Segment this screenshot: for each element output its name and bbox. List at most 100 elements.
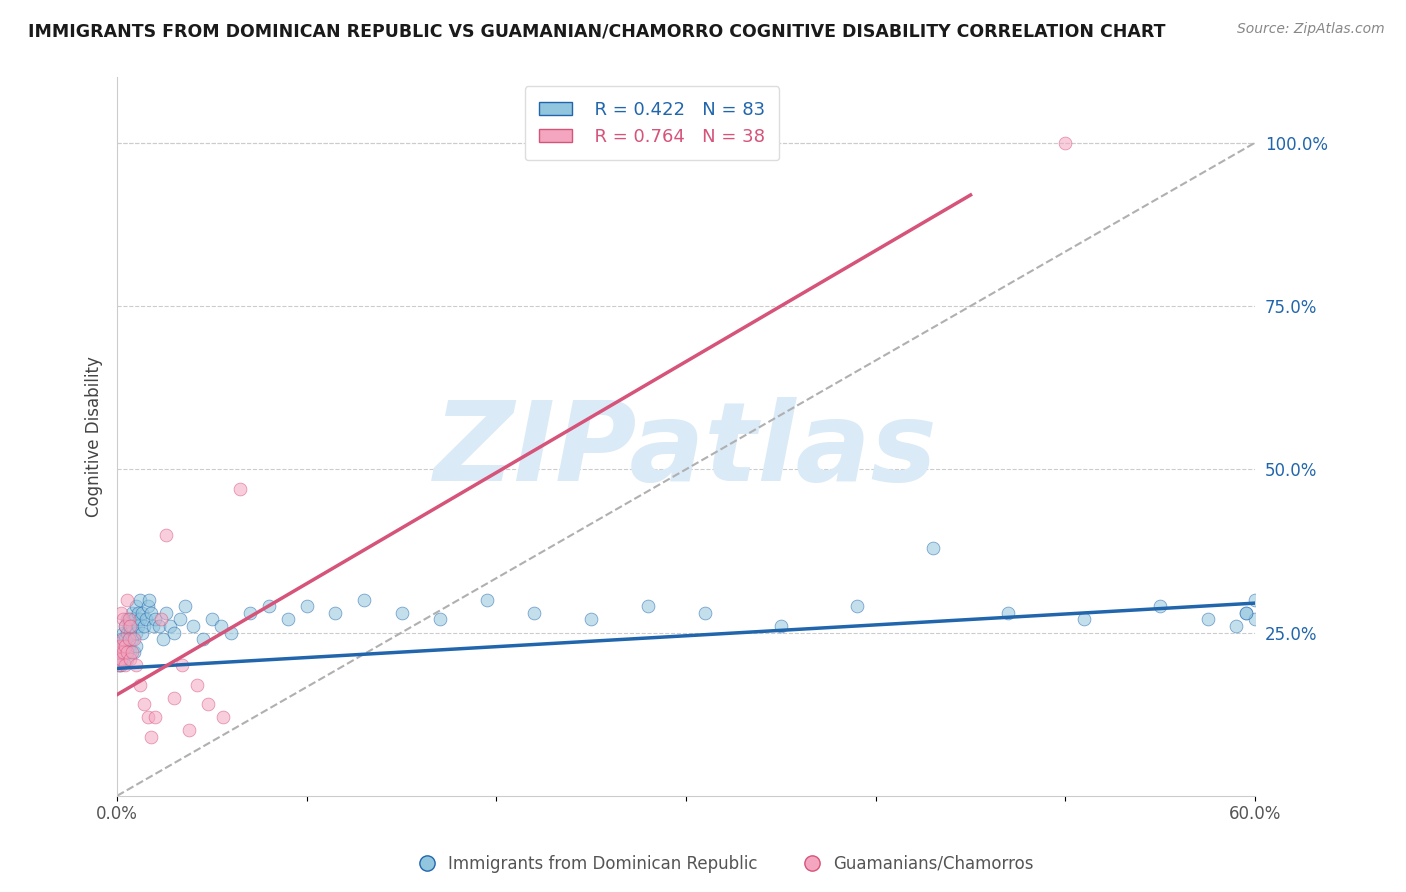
Point — [169, 612, 191, 626]
Point — [110, 632, 132, 646]
Point — [117, 632, 139, 646]
Point — [163, 625, 186, 640]
Point — [121, 645, 143, 659]
Point — [323, 606, 346, 620]
Point — [149, 612, 172, 626]
Point — [111, 645, 134, 659]
Point — [475, 592, 498, 607]
Point — [110, 645, 132, 659]
Point — [1149, 599, 1171, 614]
Point — [110, 645, 132, 659]
Point — [108, 658, 131, 673]
Point — [1244, 592, 1267, 607]
Point — [1197, 612, 1219, 626]
Point — [637, 599, 659, 614]
Point — [127, 606, 149, 620]
Point — [120, 651, 142, 665]
Point — [115, 592, 138, 607]
Point — [143, 612, 166, 626]
Point — [117, 632, 139, 646]
Legend:   R = 0.422   N = 83,   R = 0.764   N = 38: R = 0.422 N = 83, R = 0.764 N = 38 — [524, 87, 779, 161]
Point — [108, 658, 131, 673]
Point — [108, 651, 131, 665]
Point — [155, 606, 177, 620]
Point — [143, 710, 166, 724]
Point — [181, 619, 204, 633]
Point — [1244, 612, 1267, 626]
Point — [111, 632, 134, 646]
Point — [921, 541, 943, 555]
Point — [197, 698, 219, 712]
Point — [141, 606, 163, 620]
Point — [136, 710, 159, 724]
Point — [295, 599, 318, 614]
Point — [115, 651, 138, 665]
Point — [110, 658, 132, 673]
Point — [114, 639, 136, 653]
Point — [114, 619, 136, 633]
Point — [115, 625, 138, 640]
Point — [138, 592, 160, 607]
Point — [693, 606, 716, 620]
Point — [110, 651, 132, 665]
Point — [845, 599, 868, 614]
Point — [163, 690, 186, 705]
Point — [114, 658, 136, 673]
Point — [120, 645, 142, 659]
Point — [110, 606, 132, 620]
Point — [142, 619, 165, 633]
Point — [125, 625, 148, 640]
Point — [129, 592, 152, 607]
Point — [769, 619, 792, 633]
Point — [229, 482, 252, 496]
Point — [1073, 612, 1095, 626]
Point — [120, 625, 142, 640]
Point — [115, 612, 138, 626]
Point — [121, 632, 143, 646]
Point — [117, 619, 139, 633]
Point — [429, 612, 451, 626]
Point — [111, 612, 134, 626]
Point — [117, 612, 139, 626]
Point — [277, 612, 299, 626]
Point — [111, 625, 134, 640]
Point — [353, 592, 375, 607]
Point — [212, 710, 235, 724]
Point — [152, 632, 174, 646]
Point — [131, 625, 153, 640]
Point — [1234, 606, 1257, 620]
Point — [125, 658, 148, 673]
Point — [125, 639, 148, 653]
Point — [148, 619, 170, 633]
Legend: Immigrants from Dominican Republic, Guamanians/Chamorros: Immigrants from Dominican Republic, Guam… — [408, 848, 1040, 880]
Point — [122, 645, 145, 659]
Point — [179, 723, 201, 738]
Point — [131, 606, 153, 620]
Point — [129, 678, 152, 692]
Point — [186, 678, 208, 692]
Point — [1234, 606, 1257, 620]
Point — [120, 619, 142, 633]
Point — [239, 606, 262, 620]
Point — [120, 612, 142, 626]
Point — [111, 639, 134, 653]
Point — [114, 619, 136, 633]
Point — [122, 612, 145, 626]
Point — [141, 730, 163, 744]
Point — [1225, 619, 1247, 633]
Point — [391, 606, 413, 620]
Point — [117, 639, 139, 653]
Point — [132, 619, 155, 633]
Point — [125, 599, 148, 614]
Point — [174, 599, 197, 614]
Point — [122, 632, 145, 646]
Point — [191, 632, 214, 646]
Point — [108, 639, 131, 653]
Point — [201, 612, 224, 626]
Point — [523, 606, 546, 620]
Text: Source: ZipAtlas.com: Source: ZipAtlas.com — [1237, 22, 1385, 37]
Point — [108, 645, 131, 659]
Point — [170, 658, 193, 673]
Point — [111, 645, 134, 659]
Point — [114, 639, 136, 653]
